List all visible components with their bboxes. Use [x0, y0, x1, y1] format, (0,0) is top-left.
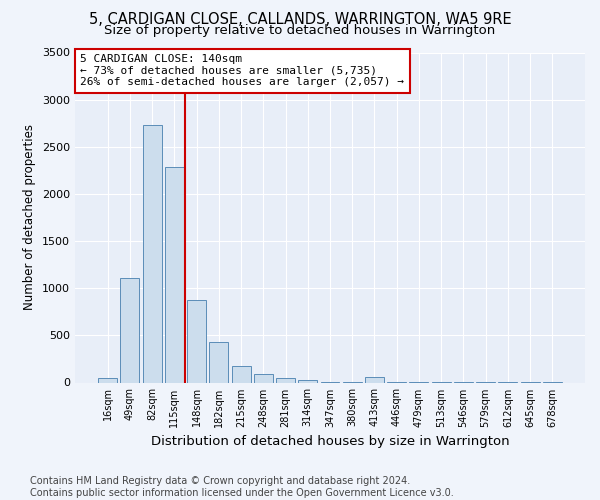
Bar — [298, 380, 317, 382]
Y-axis label: Number of detached properties: Number of detached properties — [23, 124, 37, 310]
Bar — [187, 300, 206, 382]
Text: 5 CARDIGAN CLOSE: 140sqm
← 73% of detached houses are smaller (5,735)
26% of sem: 5 CARDIGAN CLOSE: 140sqm ← 73% of detach… — [80, 54, 404, 88]
Bar — [365, 378, 384, 382]
Bar — [165, 166, 184, 382]
Bar — [209, 342, 228, 382]
Bar — [143, 125, 161, 382]
Text: Size of property relative to detached houses in Warrington: Size of property relative to detached ho… — [104, 24, 496, 37]
Bar — [276, 378, 295, 382]
Bar — [121, 278, 139, 382]
Text: 5, CARDIGAN CLOSE, CALLANDS, WARRINGTON, WA5 9RE: 5, CARDIGAN CLOSE, CALLANDS, WARRINGTON,… — [89, 12, 511, 28]
Bar — [232, 366, 251, 382]
X-axis label: Distribution of detached houses by size in Warrington: Distribution of detached houses by size … — [151, 435, 509, 448]
Bar — [98, 378, 117, 382]
Bar — [254, 374, 273, 382]
Text: Contains HM Land Registry data © Crown copyright and database right 2024.
Contai: Contains HM Land Registry data © Crown c… — [30, 476, 454, 498]
